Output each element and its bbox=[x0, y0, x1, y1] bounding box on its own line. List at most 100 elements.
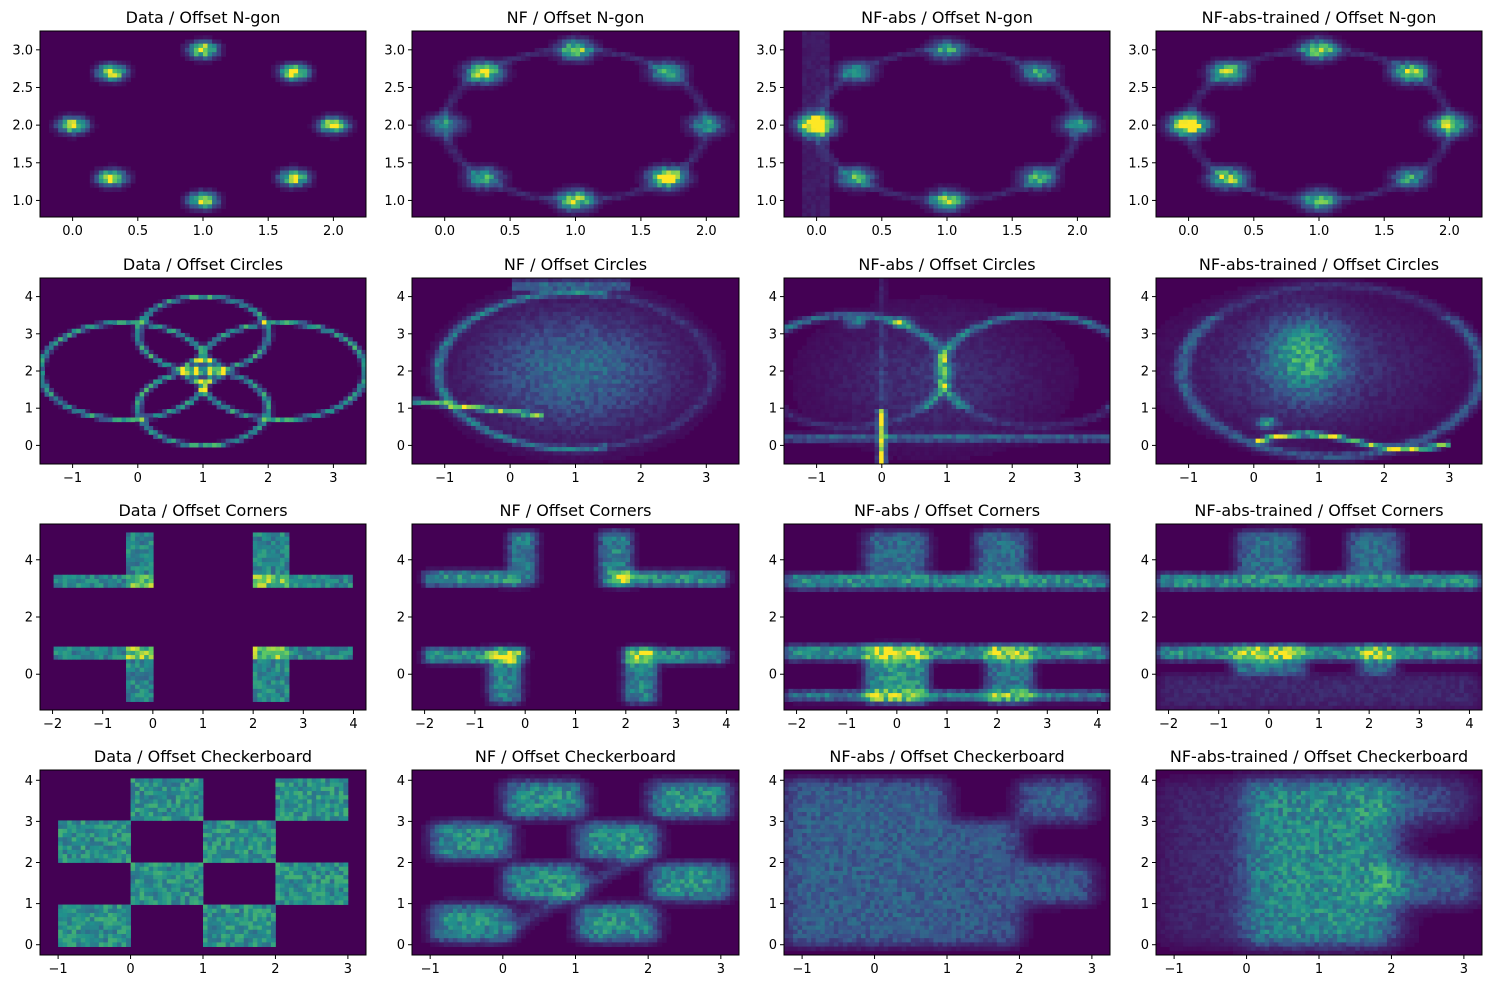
heatmap-cell bbox=[675, 69, 680, 74]
heatmap-cell bbox=[303, 82, 308, 87]
heatmap-cell bbox=[271, 73, 276, 78]
heatmap-cell bbox=[108, 175, 113, 180]
heatmap-cell bbox=[430, 116, 435, 121]
heatmap-cell bbox=[339, 120, 344, 125]
heatmap-cell bbox=[671, 61, 676, 66]
heatmap-cell bbox=[108, 69, 113, 74]
heatmap-cell bbox=[90, 78, 95, 83]
heatmap-cell bbox=[666, 78, 671, 83]
heatmap-cell bbox=[94, 171, 99, 176]
heatmap-cell bbox=[671, 78, 676, 83]
heatmap-cell bbox=[467, 78, 472, 83]
heatmap-cell bbox=[689, 73, 694, 78]
heatmap-cell bbox=[476, 78, 481, 83]
heatmap-cell bbox=[189, 204, 194, 209]
heatmap-cell bbox=[671, 82, 676, 87]
heatmap-cell bbox=[698, 120, 703, 125]
heatmap-cell bbox=[635, 175, 640, 180]
heatmap-cell bbox=[644, 69, 649, 74]
heatmap-cell bbox=[580, 52, 585, 57]
heatmap-cell bbox=[294, 73, 299, 78]
heatmap-cell bbox=[498, 82, 503, 87]
heatmap-cell bbox=[557, 192, 562, 197]
heatmap-cell bbox=[112, 82, 117, 87]
heatmap-cell bbox=[444, 149, 449, 154]
heatmap-cell bbox=[185, 200, 190, 205]
heatmap-cell bbox=[503, 187, 508, 192]
heatmap-cell bbox=[221, 52, 226, 57]
heatmap-cell bbox=[685, 124, 690, 129]
heatmap-cell bbox=[316, 120, 321, 125]
heatmap-cell bbox=[462, 116, 467, 121]
heatmap-cell bbox=[548, 44, 553, 49]
heatmap-cell bbox=[657, 73, 662, 78]
heatmap-cell bbox=[498, 73, 503, 78]
heatmap-cell bbox=[498, 187, 503, 192]
heatmap-cell bbox=[275, 73, 280, 78]
heatmap-cell bbox=[189, 192, 194, 197]
heatmap-cell bbox=[571, 48, 576, 53]
heatmap-cell bbox=[671, 162, 676, 167]
heatmap-cell bbox=[453, 154, 458, 159]
heatmap-cell bbox=[81, 116, 86, 121]
heatmap-cell bbox=[462, 183, 467, 188]
heatmap-cell bbox=[189, 56, 194, 61]
heatmap-cell bbox=[453, 90, 458, 95]
heatmap-cell bbox=[639, 61, 644, 66]
heatmap-cell bbox=[54, 124, 59, 129]
heatmap-cell bbox=[208, 200, 213, 205]
heatmap-cell bbox=[625, 192, 630, 197]
heatmap-cell bbox=[653, 56, 658, 61]
heatmap-cell bbox=[467, 128, 472, 133]
heatmap-cell bbox=[325, 128, 330, 133]
heatmap-cell bbox=[457, 128, 462, 133]
heatmap-cell bbox=[566, 39, 571, 44]
heatmap-cell bbox=[562, 187, 567, 192]
heatmap-cell bbox=[435, 132, 440, 137]
heatmap-cell bbox=[298, 73, 303, 78]
heatmap-cell bbox=[689, 162, 694, 167]
heatmap-cell bbox=[594, 44, 599, 49]
heatmap-cell bbox=[448, 128, 453, 133]
heatmap-cell bbox=[648, 61, 653, 66]
heatmap-cell bbox=[81, 132, 86, 137]
heatmap-cell bbox=[644, 73, 649, 78]
heatmap-cell bbox=[675, 73, 680, 78]
heatmap-cell bbox=[312, 171, 317, 176]
heatmap-cell bbox=[426, 116, 431, 121]
heatmap-cell bbox=[689, 175, 694, 180]
heatmap-cell bbox=[467, 162, 472, 167]
heatmap-cell bbox=[562, 48, 567, 53]
heatmap-cell bbox=[471, 179, 476, 184]
heatmap-cell bbox=[494, 78, 499, 83]
heatmap-cell bbox=[99, 171, 104, 176]
heatmap-cell bbox=[698, 111, 703, 116]
heatmap-cell bbox=[122, 61, 127, 66]
heatmap-cell bbox=[321, 128, 326, 133]
heatmap-cell bbox=[498, 183, 503, 188]
heatmap-cell bbox=[671, 73, 676, 78]
heatmap-cell bbox=[298, 171, 303, 176]
heatmap-cell bbox=[662, 162, 667, 167]
heatmap-cell bbox=[203, 187, 208, 192]
heatmap-cell bbox=[721, 116, 726, 121]
heatmap-cell bbox=[316, 128, 321, 133]
heatmap-cell bbox=[489, 183, 494, 188]
heatmap-cell bbox=[557, 39, 562, 44]
heatmap-cell bbox=[453, 69, 458, 74]
heatmap-cell bbox=[471, 61, 476, 66]
heatmap-cell bbox=[498, 166, 503, 171]
heatmap-cell bbox=[303, 65, 308, 70]
heatmap-cell bbox=[194, 200, 199, 205]
heatmap-cell bbox=[598, 48, 603, 53]
heatmap-cell bbox=[694, 158, 699, 163]
heatmap-cell bbox=[126, 61, 131, 66]
y-tick-label: 2.5 bbox=[12, 81, 33, 96]
heatmap-cell bbox=[589, 187, 594, 192]
heatmap-cell bbox=[275, 65, 280, 70]
heatmap-cell bbox=[94, 61, 99, 66]
heatmap-cell bbox=[685, 158, 690, 163]
heatmap-cell bbox=[453, 94, 458, 99]
heatmap-cell bbox=[507, 78, 512, 83]
